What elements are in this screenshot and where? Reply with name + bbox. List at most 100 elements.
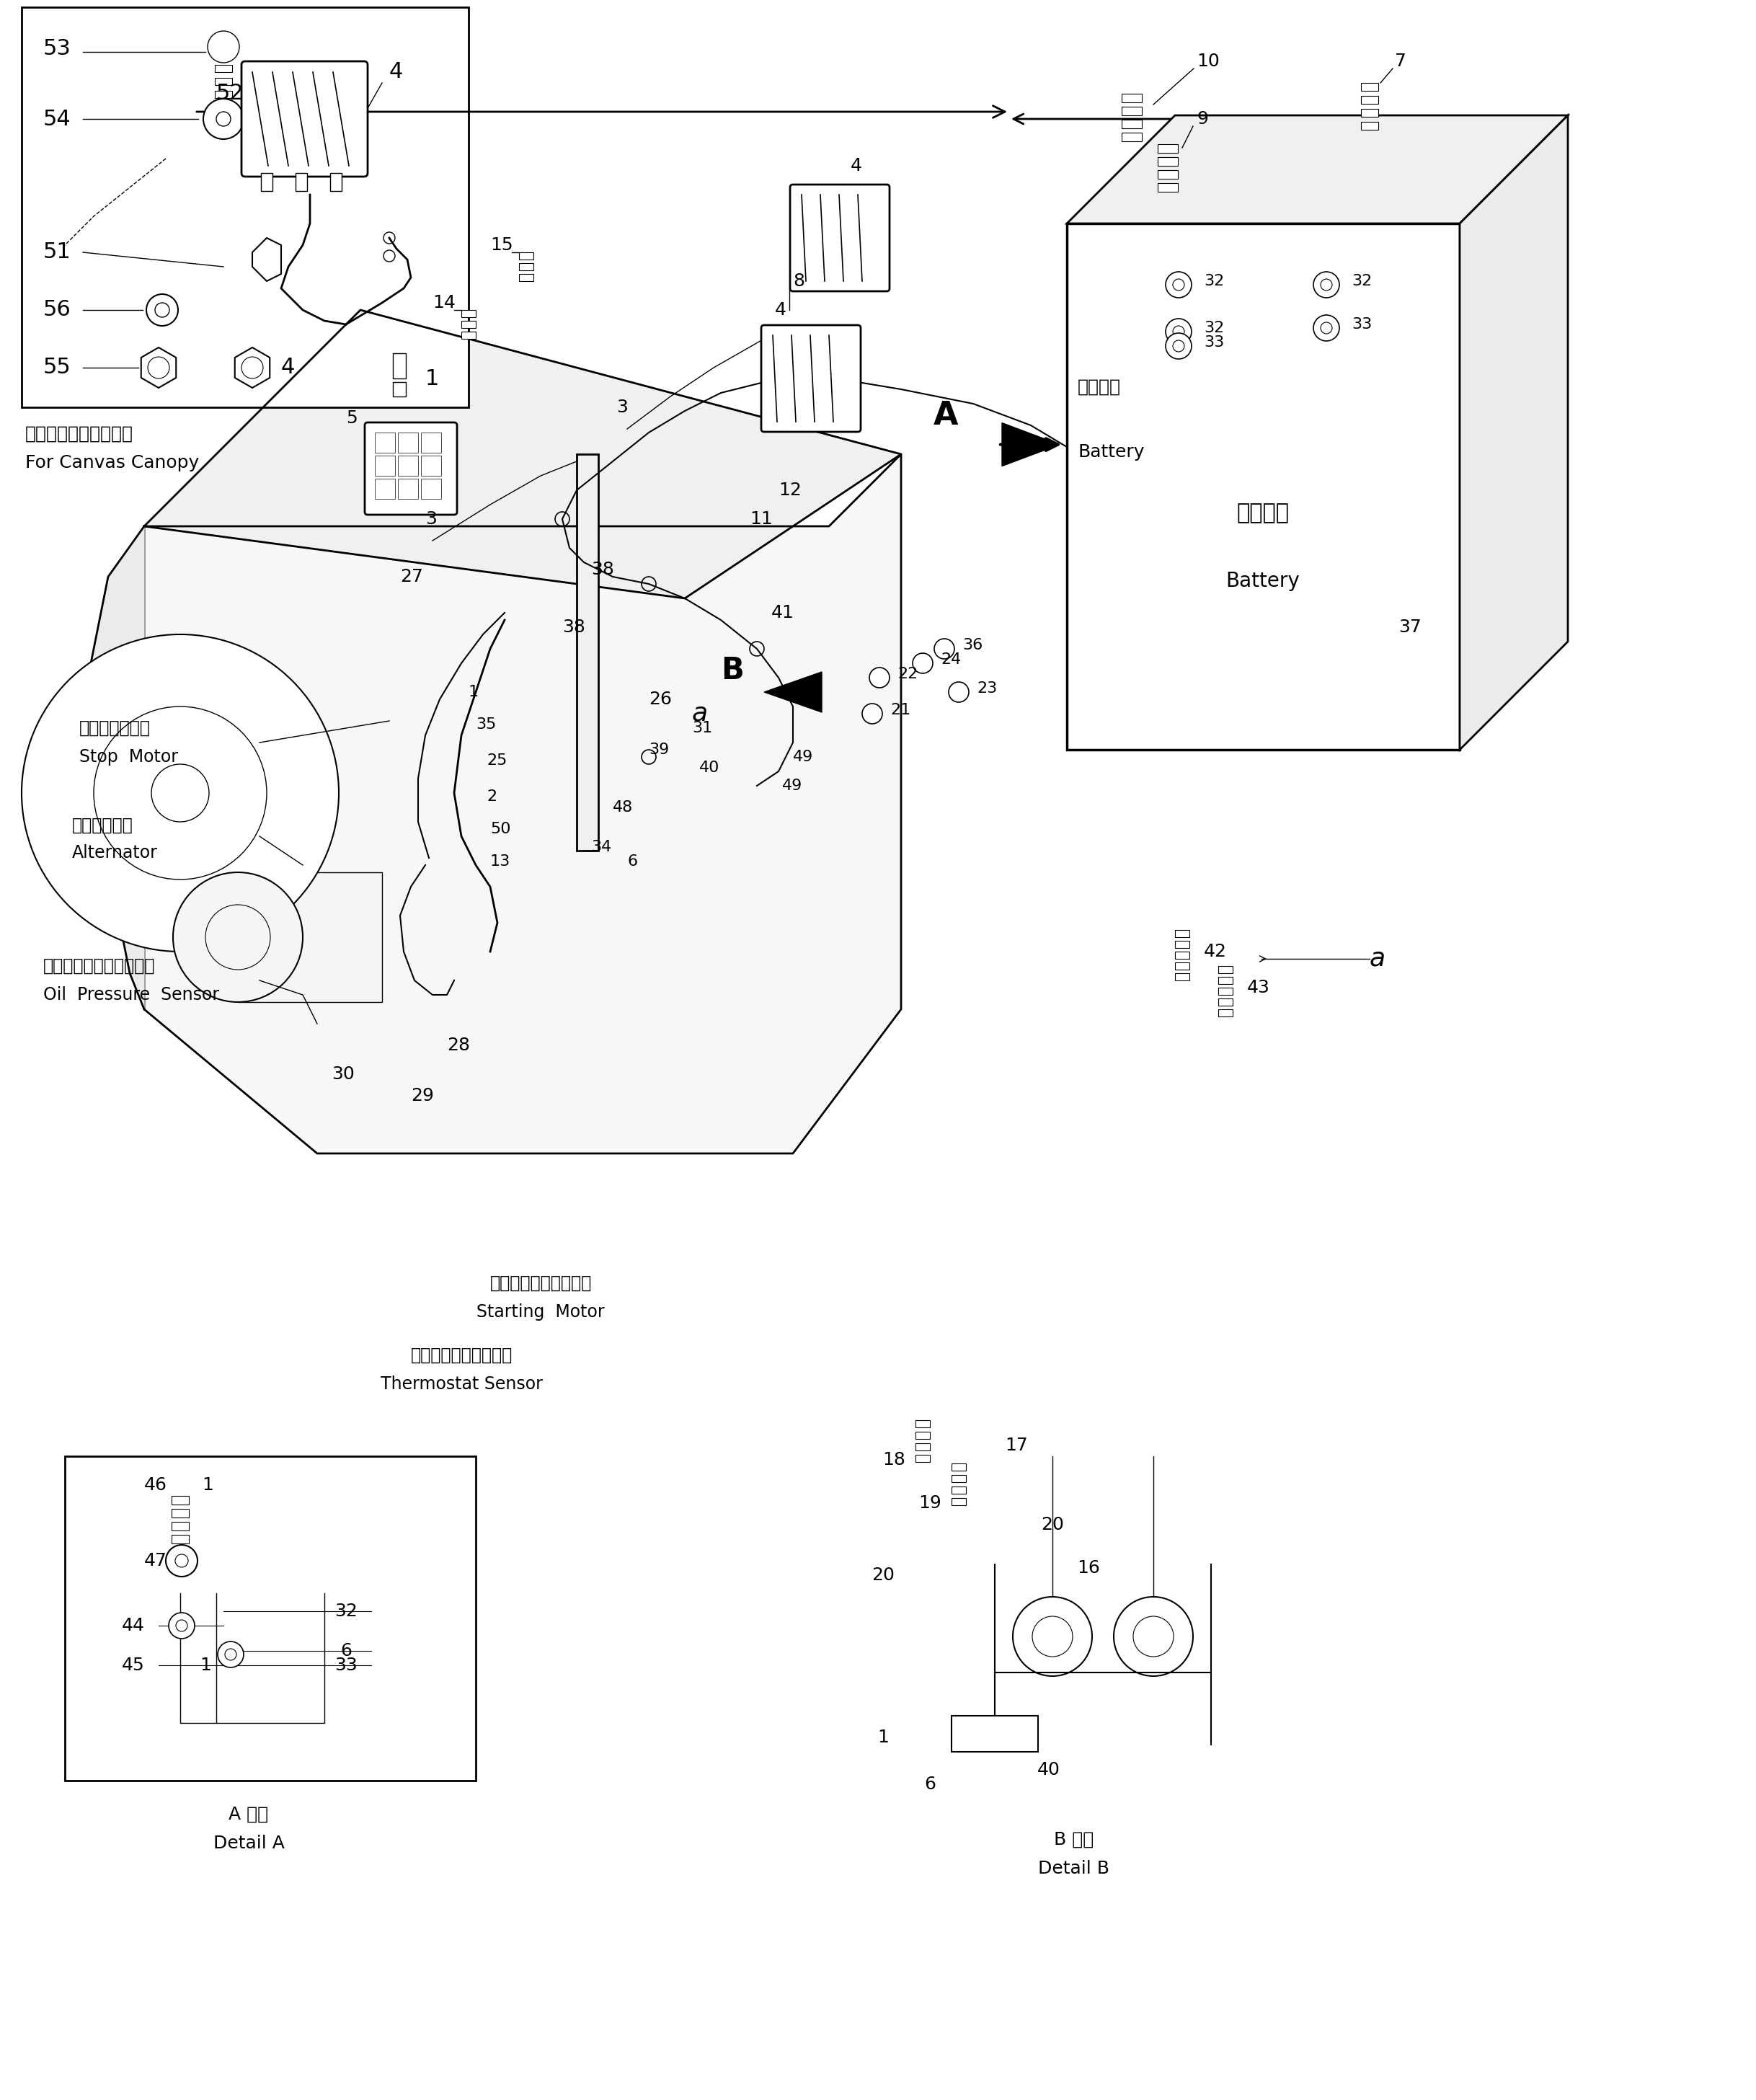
Text: 1: 1 (202, 1476, 212, 1493)
Text: オルタネータ: オルタネータ (72, 817, 133, 834)
Circle shape (1166, 334, 1192, 359)
Text: a: a (1370, 947, 1385, 970)
Text: a: a (692, 701, 708, 727)
Bar (952, 1497, 966, 1506)
Text: 6: 6 (924, 1777, 936, 1793)
Text: 29: 29 (411, 1088, 434, 1105)
Bar (214, 103, 232, 111)
Text: 8: 8 (794, 273, 804, 290)
Circle shape (1313, 315, 1340, 340)
Bar (915, 1432, 931, 1439)
Bar (399, 433, 418, 454)
Bar (399, 456, 418, 477)
Polygon shape (1459, 116, 1568, 750)
Polygon shape (86, 527, 144, 1010)
Bar (1157, 170, 1178, 179)
Bar (915, 1455, 931, 1462)
Bar (399, 479, 418, 500)
Circle shape (1313, 271, 1340, 298)
Text: サーモスタットセンサ: サーモスタットセンサ (411, 1346, 513, 1365)
Text: 40: 40 (1038, 1762, 1061, 1779)
Text: 3: 3 (425, 510, 437, 527)
Bar (520, 262, 534, 271)
Text: Battery: Battery (1078, 443, 1145, 460)
Text: 39: 39 (648, 743, 669, 756)
Text: 13: 13 (490, 855, 511, 869)
Text: 4: 4 (774, 300, 787, 319)
Bar (295, 172, 307, 191)
Text: 35: 35 (476, 718, 497, 731)
Circle shape (242, 357, 263, 378)
Text: 20: 20 (1041, 1516, 1064, 1533)
Text: 53: 53 (44, 38, 72, 59)
Text: Stop  Motor: Stop Motor (79, 748, 177, 767)
Text: 49: 49 (781, 779, 802, 794)
Text: A: A (934, 401, 959, 430)
Circle shape (204, 99, 244, 139)
Text: 46: 46 (144, 1476, 167, 1493)
Text: 51: 51 (44, 242, 72, 262)
Text: 10: 10 (1196, 53, 1219, 69)
Bar (915, 1443, 931, 1451)
Text: 3: 3 (616, 399, 629, 416)
Text: 2: 2 (486, 790, 497, 804)
Bar (952, 1474, 966, 1483)
Circle shape (155, 302, 169, 317)
Circle shape (1166, 271, 1192, 298)
Text: 49: 49 (794, 750, 813, 764)
Bar (1219, 966, 1233, 972)
Circle shape (1173, 340, 1184, 353)
Text: 54: 54 (44, 109, 72, 130)
Text: 1: 1 (469, 685, 479, 699)
Bar (214, 65, 232, 71)
Text: バッテリ: バッテリ (1078, 378, 1120, 395)
Bar (520, 273, 534, 281)
Bar (462, 321, 476, 328)
FancyBboxPatch shape (365, 422, 457, 514)
Bar (21, 6, 469, 407)
Bar (1219, 987, 1233, 995)
Bar (1122, 95, 1141, 103)
Circle shape (869, 668, 890, 687)
Bar (1361, 109, 1378, 118)
Bar (1175, 972, 1189, 981)
Text: A 詳細: A 詳細 (228, 1806, 269, 1823)
Text: 18: 18 (882, 1451, 906, 1468)
Circle shape (913, 653, 932, 674)
Text: Thermostat Sensor: Thermostat Sensor (381, 1376, 543, 1392)
Bar (1361, 122, 1378, 130)
Text: 1: 1 (878, 1728, 889, 1745)
Text: スターティングモータ: スターティングモータ (490, 1275, 592, 1292)
Text: 16: 16 (1076, 1560, 1099, 1577)
Text: 4: 4 (390, 61, 404, 82)
Text: 41: 41 (771, 605, 794, 622)
Polygon shape (140, 347, 176, 388)
Text: バッテリ: バッテリ (1236, 502, 1289, 523)
Circle shape (174, 872, 302, 1002)
Text: 21: 21 (890, 704, 911, 718)
Bar (1219, 998, 1233, 1006)
Bar (952, 1464, 966, 1470)
Text: Alternator: Alternator (72, 844, 158, 861)
Bar (172, 1535, 190, 1544)
Circle shape (165, 1546, 197, 1577)
Text: 52: 52 (216, 84, 244, 105)
Circle shape (216, 111, 230, 126)
Text: 50: 50 (490, 821, 511, 836)
Text: Detail B: Detail B (1038, 1861, 1110, 1877)
Circle shape (169, 1613, 195, 1638)
Text: 12: 12 (778, 481, 801, 500)
Bar (214, 78, 232, 86)
Circle shape (176, 1619, 188, 1632)
Text: Detail A: Detail A (212, 1835, 284, 1852)
Text: 42: 42 (1205, 943, 1227, 960)
Text: 11: 11 (750, 510, 773, 527)
Bar (421, 433, 441, 454)
Text: 19: 19 (918, 1495, 941, 1512)
Text: 32: 32 (335, 1602, 358, 1619)
Bar (1361, 82, 1378, 90)
Text: キャンバスキャノピ用: キャンバスキャノピ用 (25, 426, 133, 443)
Text: Battery: Battery (1226, 571, 1299, 592)
Text: 55: 55 (44, 357, 72, 378)
Text: 1: 1 (200, 1657, 211, 1674)
